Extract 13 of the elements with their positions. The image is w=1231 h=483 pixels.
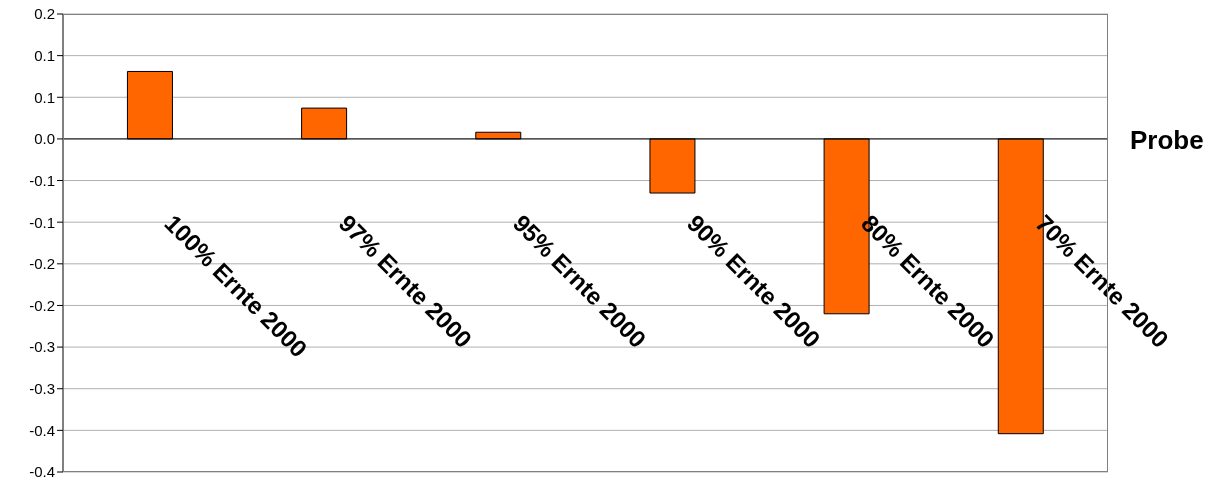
y-tick-label: -0.4 [29, 421, 55, 439]
y-tick-label: 0.2 [34, 5, 55, 23]
y-tick-label: -0.2 [29, 255, 55, 273]
y-tick-label: -0.2 [29, 296, 55, 314]
y-tick-label: -0.1 [29, 171, 55, 189]
y-tick-label: 0.1 [34, 46, 55, 64]
y-tick-label: 0.0 [34, 130, 55, 148]
y-tick-label: 0.1 [34, 88, 55, 106]
y-tick-label: -0.3 [29, 338, 55, 356]
y-tick-label: -0.1 [29, 213, 55, 231]
y-tick-label: -0.4 [29, 463, 55, 481]
y-tick-label: -0.3 [29, 380, 55, 398]
x-axis-title: Probe [1130, 124, 1204, 156]
